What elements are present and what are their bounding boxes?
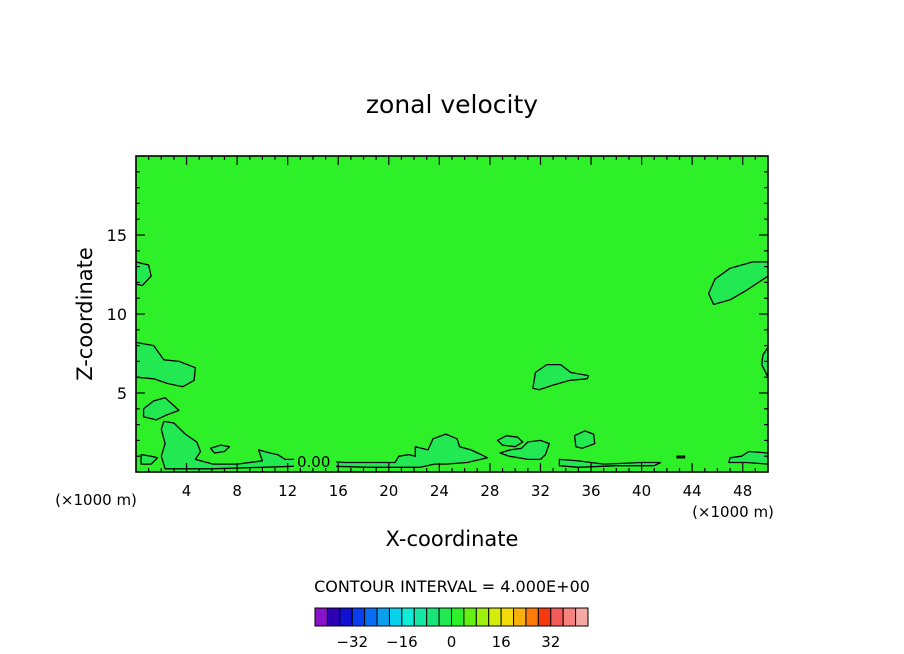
- colorbar-swatch: [463, 607, 477, 627]
- plot-background: [136, 156, 768, 472]
- colorbar-swatch: [339, 607, 353, 627]
- colorbar-swatch: [376, 607, 390, 627]
- x-axis-label: X-coordinate: [386, 527, 519, 551]
- contour-region-11: [558, 458, 662, 468]
- colorbar-swatch: [426, 607, 440, 627]
- colorbar-swatch: [438, 607, 452, 627]
- colorbar-swatch: [351, 607, 366, 627]
- contour-label-group: 0.00: [294, 453, 336, 471]
- y-tick-label: 10: [107, 305, 127, 324]
- contour-label: 0.00: [297, 453, 330, 471]
- x-tick-label: 24: [430, 482, 449, 500]
- y-tick-label: 5: [117, 384, 127, 403]
- colorbar-tick-label: 0: [447, 633, 457, 651]
- colorbar-swatch: [326, 607, 341, 627]
- colorbar-tick-label: 16: [492, 633, 511, 651]
- y-axis-ticks: 5 10 15: [107, 171, 768, 457]
- x-tick-label: 16: [329, 482, 348, 500]
- contour-region-5: [140, 453, 159, 465]
- y-tick-label: 15: [107, 226, 127, 245]
- x-unit-label-right: (×1000 m): [692, 503, 774, 521]
- colorbar-swatch: [525, 607, 539, 627]
- contour-region-9: [532, 363, 590, 391]
- contour-interval-label: CONTOUR INTERVAL = 4.000E+00: [314, 577, 590, 596]
- colorbar-swatch: [388, 607, 403, 627]
- x-tick-label: 28: [480, 482, 499, 500]
- colorbar-swatch: [451, 607, 465, 627]
- colorbar-tick-label: −16: [386, 633, 418, 651]
- colorbar-swatch: [314, 607, 328, 627]
- colorbar-swatch: [513, 607, 527, 627]
- x-tick-label: 4: [182, 482, 192, 500]
- contour-region-7: [496, 435, 524, 448]
- colorbar-tick-label: −32: [336, 633, 368, 651]
- contour-region-8: [499, 439, 550, 461]
- x-axis-ticks: 4 8 12 16 20 24 28 32 36 40 44 48: [148, 156, 756, 500]
- x-tick-label: 12: [278, 482, 297, 500]
- contour-region-3: [142, 397, 180, 421]
- contour-region-6: [209, 444, 231, 454]
- colorbar-swatch: [401, 607, 415, 627]
- contour-region-15: [676, 455, 686, 459]
- x-tick-label: 36: [581, 482, 600, 500]
- colorbar-swatch: [550, 607, 564, 627]
- colorbar: −32 −16 0 16 32: [314, 607, 589, 651]
- colorbar-swatch: [475, 607, 490, 627]
- contour-region-2: [136, 341, 197, 388]
- x-tick-label: 44: [683, 482, 702, 500]
- chart-title: zonal velocity: [366, 90, 538, 119]
- colorbar-swatch: [537, 607, 552, 627]
- y-axis-label: Z-coordinate: [73, 247, 97, 381]
- x-tick-label: 48: [733, 482, 752, 500]
- colorbar-swatch: [413, 607, 428, 627]
- colorbar-swatch: [488, 607, 502, 627]
- contour-region-10: [573, 430, 596, 449]
- colorbar-swatch: [562, 607, 577, 627]
- colorbar-swatch: [575, 607, 589, 627]
- x-tick-label: 20: [379, 482, 398, 500]
- contour-label-backdrop: [294, 454, 336, 470]
- x-tick-label: 40: [632, 482, 651, 500]
- contour-region-13: [761, 346, 768, 378]
- x-tick-label: 8: [232, 482, 242, 500]
- colorbar-swatch: [364, 607, 378, 627]
- colorbar-swatch: [500, 607, 515, 627]
- x-tick-label: 32: [531, 482, 550, 500]
- contour-region-4: [160, 420, 489, 470]
- x-unit-label-left: (×1000 m): [55, 491, 137, 509]
- contour-regions: [136, 261, 768, 470]
- contour-region-14: [728, 450, 768, 465]
- colorbar-tick-label: 32: [541, 633, 560, 651]
- contour-region-1: [136, 261, 152, 287]
- plot-area: 0.00: [135, 155, 769, 473]
- contour-region-12: [707, 261, 768, 306]
